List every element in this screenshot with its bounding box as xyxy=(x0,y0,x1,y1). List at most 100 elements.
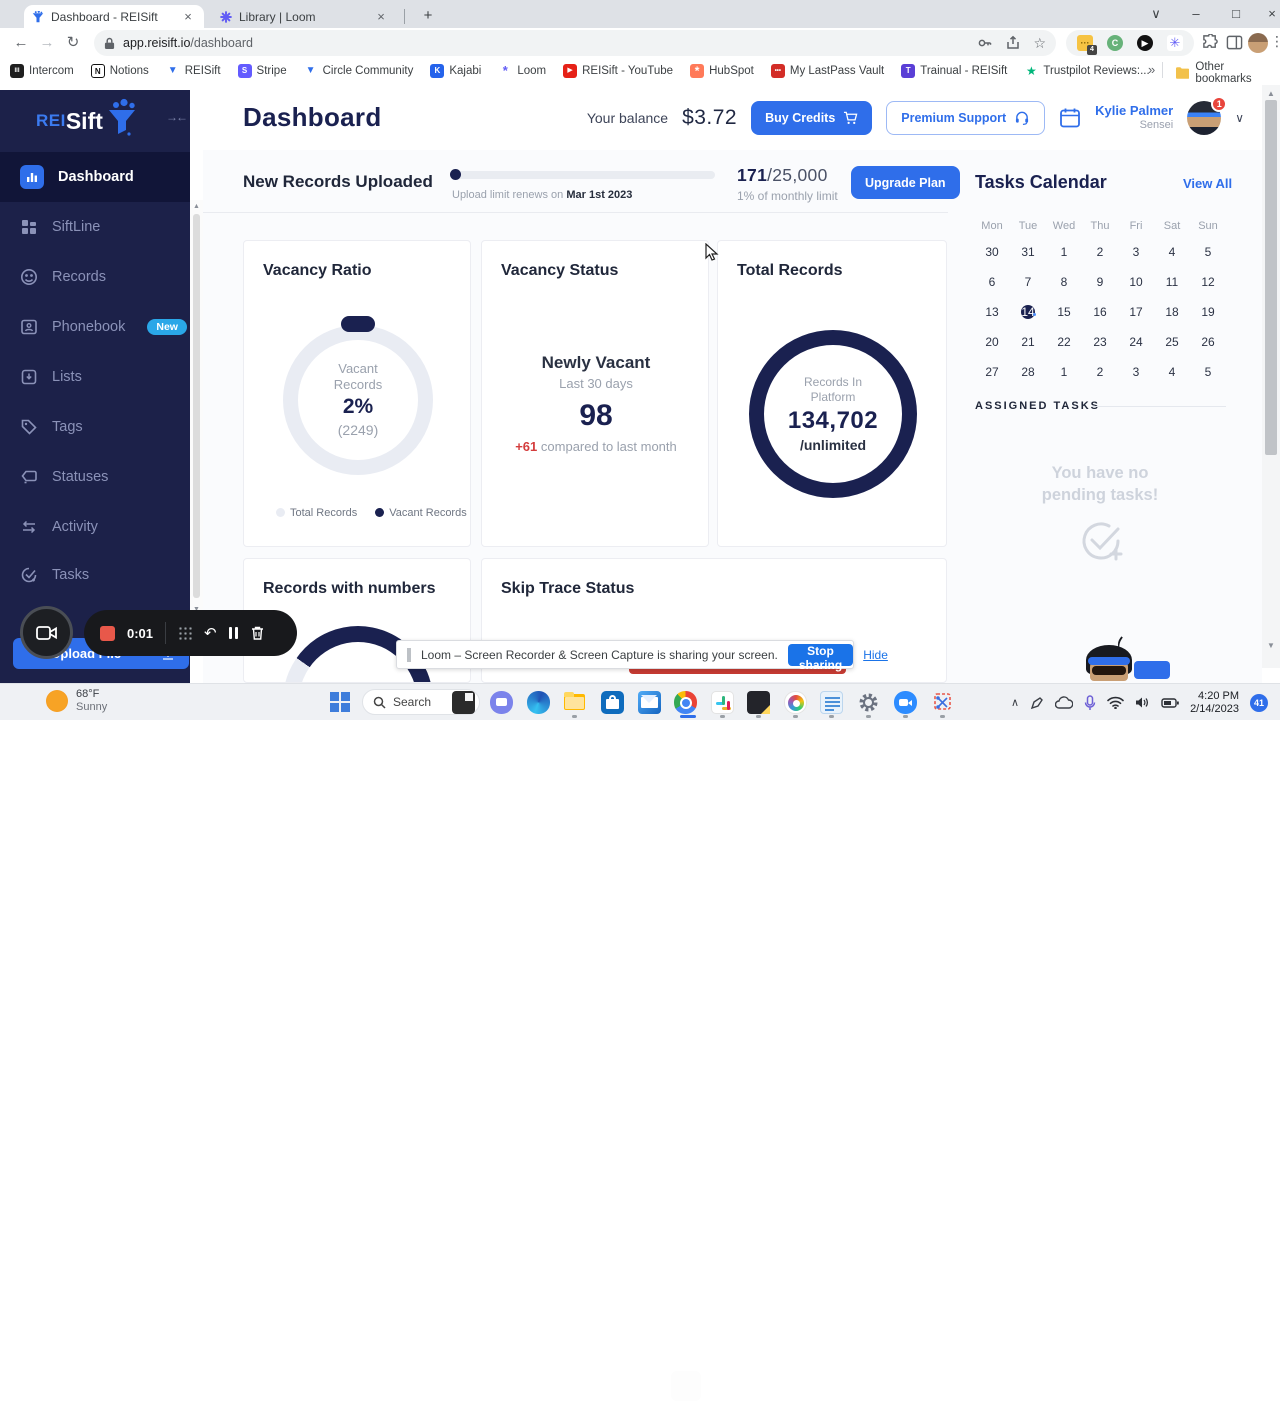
calendar-date[interactable]: 17 xyxy=(1129,305,1143,319)
taskbar-notes-app-icon[interactable] xyxy=(747,691,770,714)
page-scrollbar-thumb[interactable] xyxy=(1265,100,1277,455)
buy-credits-button[interactable]: Buy Credits xyxy=(751,100,873,135)
calendar-date[interactable]: 18 xyxy=(1165,305,1179,319)
taskbar-store-icon[interactable] xyxy=(601,691,624,714)
scroll-up-icon[interactable]: ▲ xyxy=(193,203,200,210)
user-menu-chevron-icon[interactable]: ∨ xyxy=(1235,110,1244,125)
hide-link[interactable]: Hide xyxy=(863,647,888,662)
taskbar-clock[interactable]: 4:20 PM 2/14/2023 xyxy=(1190,690,1239,716)
reload-icon[interactable]: ↻ xyxy=(66,34,80,51)
back-icon[interactable]: ← xyxy=(13,34,29,51)
stop-sharing-button[interactable]: Stop sharing xyxy=(787,643,854,672)
bookmark-star-icon[interactable]: ☆ xyxy=(1033,34,1046,51)
view-all-link[interactable]: View All xyxy=(1183,176,1233,191)
calendar-date[interactable]: 1 xyxy=(1060,365,1068,379)
calendar-date[interactable]: 5 xyxy=(1204,365,1212,379)
taskbar-weather-widget[interactable]: 68°F Sunny xyxy=(46,688,107,714)
tab-close-icon[interactable]: × xyxy=(184,8,192,24)
calendar-date[interactable]: 2 xyxy=(1096,245,1104,259)
bookmark-reisift-youtube[interactable]: ▶ REISift - YouTube xyxy=(563,63,673,78)
taskbar-chat-icon[interactable] xyxy=(490,691,513,714)
bookmark-hubspot[interactable]: * HubSpot xyxy=(690,63,754,78)
tab-close-icon[interactable]: × xyxy=(377,8,385,24)
tray-show-hidden-icon[interactable]: ∧ xyxy=(1011,697,1020,709)
calendar-date[interactable]: 10 xyxy=(1129,275,1143,289)
calendar-date[interactable]: 9 xyxy=(1096,275,1104,289)
calendar-date[interactable]: 26 xyxy=(1201,335,1215,349)
sidebar-item-activity[interactable]: Activity xyxy=(0,502,190,552)
profile-avatar[interactable] xyxy=(1248,33,1268,53)
calendar-icon[interactable] xyxy=(1059,107,1081,129)
calendar-date[interactable]: 22 xyxy=(1057,335,1071,349)
tray-volume-icon[interactable] xyxy=(1135,696,1150,709)
start-button[interactable] xyxy=(330,692,350,712)
taskbar-file-explorer-icon[interactable] xyxy=(563,691,586,714)
loom-camera-bubble[interactable] xyxy=(20,606,73,659)
calendar-date[interactable]: 1 xyxy=(1060,245,1068,259)
bookmark-intercom[interactable]: III Intercom xyxy=(10,63,74,78)
calendar-date[interactable]: 21 xyxy=(1021,335,1035,349)
taskbar-snipping-tool-icon[interactable] xyxy=(931,691,954,714)
sidebar-item-dashboard[interactable]: Dashboard xyxy=(0,152,190,202)
sidebar-item-statuses[interactable]: Statuses xyxy=(0,452,190,502)
window-maximize-button[interactable]: □ xyxy=(1232,6,1240,21)
scroll-down-icon[interactable]: ▼ xyxy=(1267,641,1275,650)
window-close-button[interactable]: × xyxy=(1268,6,1276,21)
drag-grip-icon[interactable] xyxy=(407,647,411,662)
adguard-extension-icon[interactable]: C xyxy=(1107,35,1123,51)
scroll-down-icon[interactable]: ▼ xyxy=(190,606,203,613)
bookmark-reisift[interactable]: ▼ REISift xyxy=(165,63,221,78)
bookmark-lastpass[interactable]: ••• My LastPass Vault xyxy=(770,63,884,78)
calendar-date[interactable]: 3 xyxy=(1132,365,1140,379)
tray-wifi-icon[interactable] xyxy=(1107,696,1124,709)
calendar-date[interactable]: 16 xyxy=(1093,305,1107,319)
bookmark-loom[interactable]: * Loom xyxy=(498,63,546,78)
tab-library-loom[interactable]: Library | Loom × xyxy=(212,5,397,28)
sidebar-item-records[interactable]: Records xyxy=(0,252,190,302)
calendar-date-selected[interactable]: 14 xyxy=(1021,305,1037,319)
restart-recording-icon[interactable]: ↶ xyxy=(204,625,217,642)
taskbar-settings-icon[interactable] xyxy=(857,691,880,714)
calendar-date[interactable]: 7 xyxy=(1024,275,1032,289)
window-minimize-button[interactable]: – xyxy=(1192,6,1200,21)
delete-recording-icon[interactable] xyxy=(250,625,265,641)
sidebar-item-phonebook[interactable]: Phonebook New xyxy=(0,302,190,352)
tab-dashboard-reisift[interactable]: Dashboard - REISift × xyxy=(24,5,204,28)
sidebar-item-tasks[interactable]: Tasks xyxy=(0,550,190,600)
address-bar[interactable]: app.reisift.io/dashboard ☆ xyxy=(94,30,1056,56)
calendar-date[interactable]: 31 xyxy=(1021,245,1035,259)
user-avatar[interactable]: 1 xyxy=(1187,95,1228,135)
calendar-date[interactable]: 19 xyxy=(1201,305,1215,319)
player-extension-icon[interactable]: ▶ xyxy=(1137,35,1153,51)
calendar-date[interactable]: 24 xyxy=(1129,335,1143,349)
calendar-date[interactable]: 4 xyxy=(1168,365,1176,379)
taskbar-zoom-icon[interactable] xyxy=(894,691,917,714)
page-scrollbar[interactable]: ▲ ▼ xyxy=(1262,85,1280,668)
scroll-up-icon[interactable]: ▲ xyxy=(1267,89,1275,98)
calendar-date[interactable]: 3 xyxy=(1132,245,1140,259)
loom-extension-icon[interactable]: ✳ xyxy=(1167,35,1183,51)
calendar-date[interactable]: 4 xyxy=(1168,245,1176,259)
tray-microphone-icon[interactable] xyxy=(1084,694,1096,711)
password-key-icon[interactable] xyxy=(977,35,993,51)
calendar-date[interactable]: 20 xyxy=(985,335,999,349)
share-icon[interactable] xyxy=(1005,35,1021,51)
calendar-date[interactable]: 13 xyxy=(985,305,999,319)
sidebar-item-siftline[interactable]: SiftLine xyxy=(0,202,190,252)
premium-support-button[interactable]: Premium Support xyxy=(886,100,1046,135)
bookmark-notions[interactable]: N Notions xyxy=(90,63,149,78)
taskbar-notepad-icon[interactable] xyxy=(820,691,843,714)
taskbar-app-icon[interactable] xyxy=(452,691,475,714)
calendar-date[interactable]: 23 xyxy=(1093,335,1107,349)
taskbar-paint-icon[interactable] xyxy=(784,691,807,714)
sidebar-collapse-icon[interactable]: →← xyxy=(166,110,188,124)
taskbar-edge-icon[interactable] xyxy=(527,691,550,714)
calendar-date[interactable]: 2 xyxy=(1096,365,1104,379)
calendar-date[interactable]: 11 xyxy=(1165,275,1179,289)
taskbar-mail-icon[interactable] xyxy=(638,691,661,714)
sidebar-scrollbar[interactable]: ▲ ▼ xyxy=(190,200,203,616)
taskbar-chrome-icon[interactable] xyxy=(674,691,697,714)
upgrade-plan-button[interactable]: Upgrade Plan xyxy=(851,166,960,199)
bookmark-kajabi[interactable]: K Kajabi xyxy=(430,63,481,78)
bookmark-circle-community[interactable]: ▼ Circle Community xyxy=(303,63,413,78)
